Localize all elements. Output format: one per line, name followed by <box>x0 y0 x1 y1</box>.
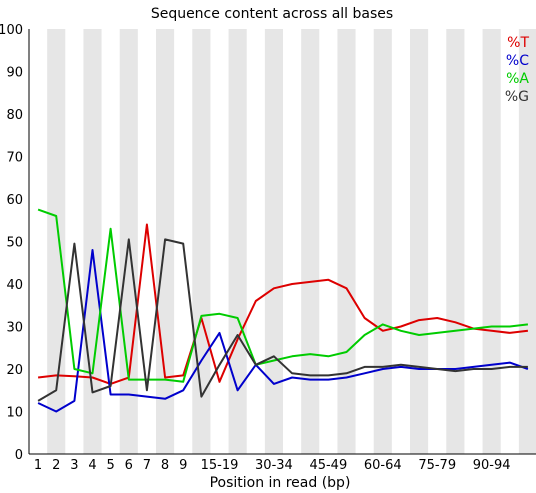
series-line <box>37 249 529 413</box>
y-tick-labels: 0 10 20 30 40 50 60 70 80 90 100 <box>0 23 23 463</box>
grid-stripe <box>373 29 392 454</box>
grid-stripe <box>264 29 283 454</box>
y-tick-label: 90 <box>6 66 23 81</box>
y-tick-label: 50 <box>6 236 23 251</box>
x-tick-label: 90-94 <box>473 458 511 473</box>
legend-entry: %G <box>505 89 529 105</box>
axes <box>28 29 536 455</box>
x-tick-label: 4 <box>88 458 96 473</box>
x-tick-label: 7 <box>143 458 151 473</box>
x-tick-label: 60-64 <box>364 458 402 473</box>
series-line <box>37 208 529 383</box>
grid-stripe <box>192 29 211 454</box>
x-tick-label: 15-19 <box>201 458 239 473</box>
y-tick-label: 80 <box>6 108 23 123</box>
y-tick-label: 0 <box>15 448 23 463</box>
x-tick-label: 6 <box>125 458 133 473</box>
series-lines <box>37 208 529 413</box>
x-axis-label: Position in read (bp) <box>210 475 351 491</box>
x-tick-labels: 1 2 3 4 5 6 7 8 9 15-19 30-34 45-49 60-64 75-79 90-94 <box>34 458 511 473</box>
grid-stripe <box>482 29 501 454</box>
x-tick-label: 8 <box>161 458 169 473</box>
y-tick-label: 10 <box>6 406 23 421</box>
legend: %T %C %A %G <box>505 35 530 105</box>
legend-entry: %T <box>507 35 529 51</box>
y-tick-label: 20 <box>6 363 23 378</box>
legend-entry: %A <box>506 71 529 87</box>
grid-stripe <box>446 29 465 454</box>
x-tick-label: 1 <box>34 458 42 473</box>
x-tick-label: 75-79 <box>418 458 456 473</box>
y-tick-label: 30 <box>6 321 23 336</box>
grid-stripe <box>518 29 536 454</box>
x-tick-label: 5 <box>107 458 115 473</box>
grid-stripe <box>410 29 429 454</box>
x-tick-label: 45-49 <box>309 458 347 473</box>
grid-stripe <box>301 29 320 454</box>
chart-title: Sequence content across all bases <box>151 6 393 22</box>
y-tick-label: 70 <box>6 151 23 166</box>
x-tick-label: 3 <box>70 458 78 473</box>
x-tick-label: 2 <box>52 458 60 473</box>
background-stripes <box>47 29 536 454</box>
y-tick-label: 40 <box>6 278 23 293</box>
x-tick-label: 30-34 <box>255 458 293 473</box>
x-tick-label: 9 <box>179 458 187 473</box>
y-tick-label: 100 <box>0 23 23 38</box>
series-line <box>37 238 528 402</box>
legend-entry: %C <box>506 53 529 69</box>
grid-stripe <box>337 29 356 454</box>
y-tick-label: 60 <box>6 193 23 208</box>
series-line <box>37 223 529 385</box>
